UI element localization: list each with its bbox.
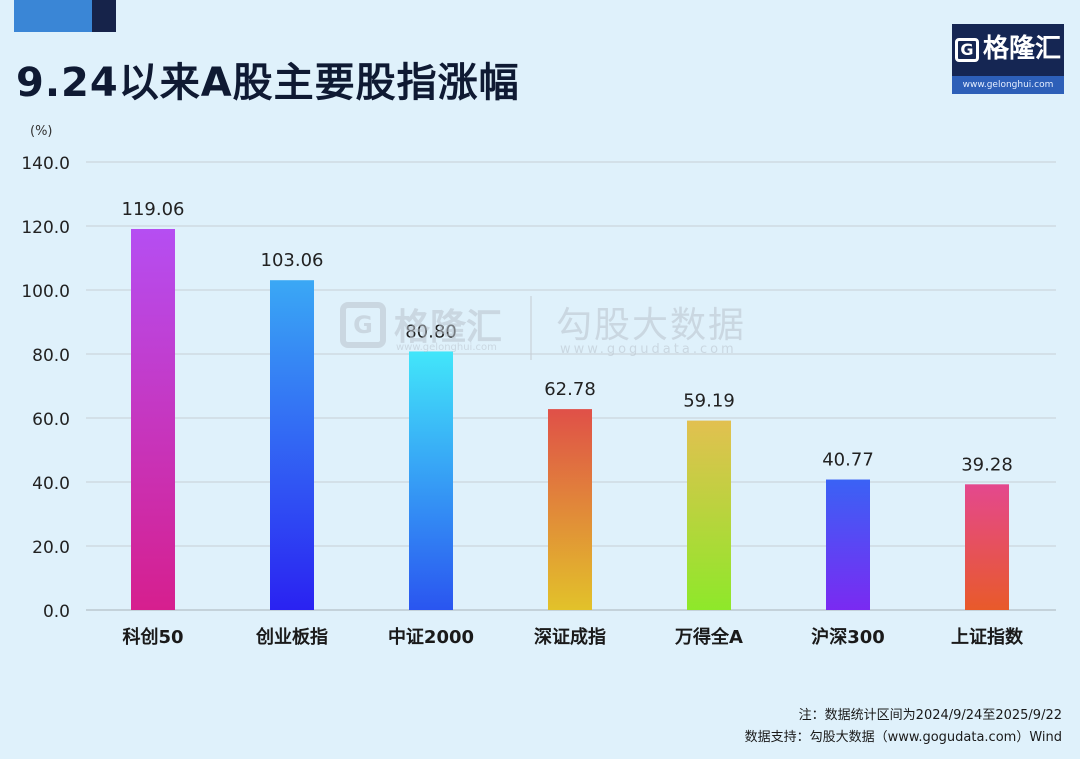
data-label-6: 39.28: [961, 454, 1013, 475]
bar-0: [131, 229, 175, 610]
brand-logo-text: 格隆汇: [982, 34, 1061, 64]
bar-5: [826, 479, 870, 610]
corner-accent-dark: [92, 0, 116, 32]
y-tick-label-120: 120.0: [21, 218, 70, 238]
y-axis-unit: (%): [30, 124, 53, 139]
corner-accent: [14, 0, 116, 32]
x-tick-label-1: 创业板指: [255, 626, 328, 648]
chart-title: 9.24以来A股主要股指涨幅: [16, 60, 520, 106]
footer: 注：数据统计区间为2024/9/24至2025/9/22 数据支持：勾股大数据（…: [745, 705, 1062, 749]
y-tick-label-140: 140.0: [21, 154, 70, 174]
bar-3: [548, 409, 592, 610]
corner-accent-blue: [14, 0, 92, 32]
x-tick-label-5: 沪深300: [811, 626, 885, 648]
y-tick-label-0: 0.0: [43, 602, 70, 622]
footer-note: 注：数据统计区间为2024/9/24至2025/9/22: [798, 708, 1062, 723]
data-label-0: 119.06: [122, 199, 185, 220]
data-label-2: 80.80: [405, 321, 457, 342]
x-tick-label-4: 万得全A: [674, 626, 743, 648]
y-tick-label-20: 20.0: [32, 538, 70, 558]
y-tick-label-80: 80.0: [32, 346, 70, 366]
bar-6: [965, 484, 1009, 610]
data-label-5: 40.77: [822, 450, 874, 471]
brand-logo-mark: G 格隆汇: [954, 34, 1061, 64]
brand-logo: G 格隆汇 www.gelonghui.com: [952, 24, 1064, 94]
data-label-1: 103.06: [261, 250, 324, 271]
y-tick-label-60: 60.0: [32, 410, 70, 430]
x-tick-label-6: 上证指数: [951, 626, 1024, 648]
footer-source: 数据支持：勾股大数据（www.gogudata.com）Wind: [744, 730, 1062, 745]
y-tick-label-100: 100.0: [21, 282, 70, 302]
brand-logo-icon: G: [954, 38, 979, 62]
bar-4: [687, 420, 731, 610]
brand-logo-url: www.gelonghui.com: [952, 76, 1064, 94]
data-label-4: 59.19: [683, 391, 735, 412]
data-label-3: 62.78: [544, 379, 596, 400]
x-tick-label-0: 科创50: [122, 626, 183, 648]
x-tick-label-2: 中证2000: [388, 626, 474, 648]
x-tick-label-3: 深证成指: [534, 626, 606, 648]
y-tick-label-40: 40.0: [32, 474, 70, 494]
bar-2: [409, 351, 453, 610]
bar-1: [270, 280, 314, 610]
